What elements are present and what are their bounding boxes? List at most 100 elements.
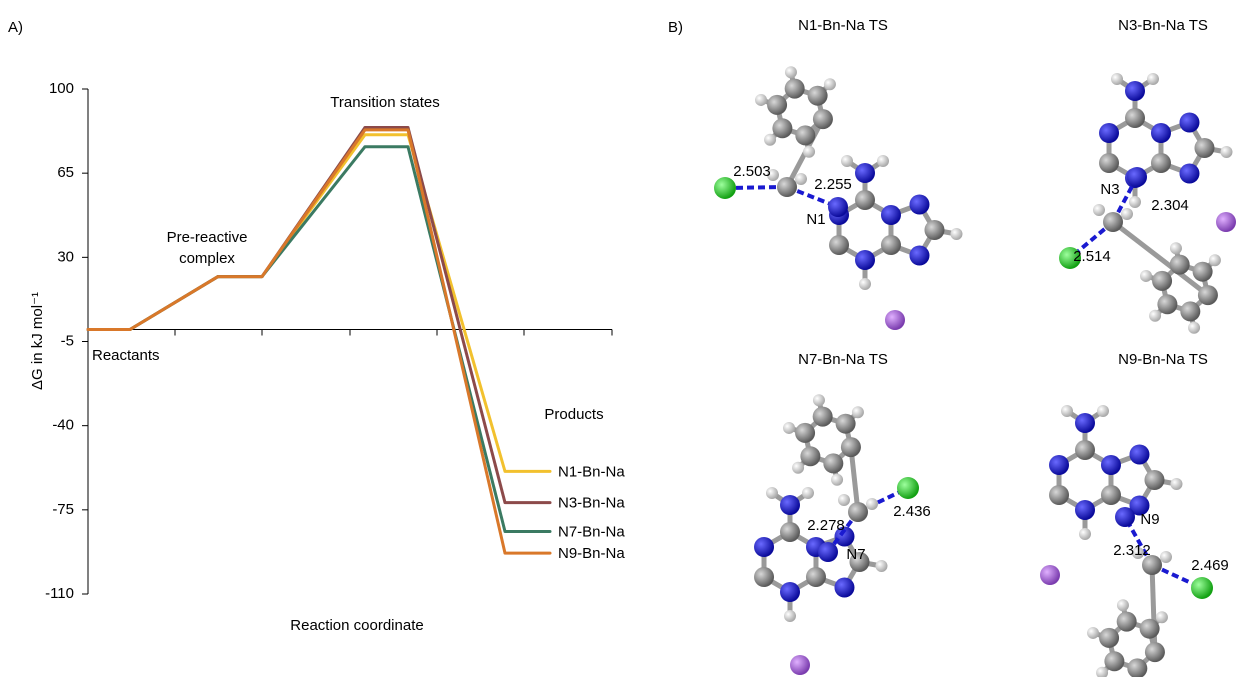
atom <box>795 125 815 145</box>
atom <box>1140 270 1152 282</box>
atom <box>823 453 843 473</box>
figure: A) B) ΔG in kJ mol⁻¹ Reaction coordinate… <box>0 0 1257 677</box>
atom <box>897 477 919 499</box>
atom <box>1152 271 1172 291</box>
distance-label: 2.255 <box>814 176 852 193</box>
atom <box>1093 204 1105 216</box>
y-tick-label: -5 <box>61 332 74 349</box>
atom <box>1099 628 1119 648</box>
atom <box>1117 612 1137 632</box>
atom <box>784 610 796 622</box>
atom <box>1111 73 1123 85</box>
atom <box>834 578 854 598</box>
level-label: Reactants <box>92 347 160 364</box>
y-axis-label: ΔG in kJ mol⁻¹ <box>29 292 46 390</box>
atom <box>792 462 804 474</box>
atom <box>1144 470 1164 490</box>
atom <box>1179 113 1199 133</box>
atom <box>803 146 815 158</box>
atom <box>838 494 850 506</box>
atom <box>766 487 778 499</box>
atom <box>875 560 887 572</box>
atom <box>841 437 861 457</box>
distance-label: 2.503 <box>733 163 771 180</box>
atom <box>1160 551 1172 563</box>
atom <box>1220 146 1232 158</box>
atom <box>909 195 929 215</box>
atom <box>755 94 767 106</box>
atom <box>795 423 815 443</box>
atom <box>924 220 944 240</box>
atom <box>909 246 929 266</box>
atom <box>1194 138 1214 158</box>
atom <box>1115 507 1135 527</box>
atom <box>855 163 875 183</box>
structures <box>714 66 1236 677</box>
atom <box>1075 413 1095 433</box>
series-label: N7-Bn-Na <box>558 523 625 540</box>
atom <box>1117 599 1129 611</box>
atom <box>1170 242 1182 254</box>
atom <box>1156 611 1168 623</box>
atom <box>1127 167 1147 187</box>
atom <box>859 278 871 290</box>
level-label: Pre-reactive complex <box>152 227 262 269</box>
atom-label: N9 <box>1140 511 1159 528</box>
x-axis-label: Reaction coordinate <box>290 617 423 634</box>
structure-title: N7-Bn-Na TS <box>798 351 888 368</box>
structure-title: N9-Bn-Na TS <box>1118 351 1208 368</box>
atom <box>1170 255 1190 275</box>
atom <box>818 542 838 562</box>
atom <box>1151 123 1171 143</box>
atom <box>1149 310 1161 322</box>
atom-label: N7 <box>846 546 865 563</box>
series-label: N1-Bn-Na <box>558 463 625 480</box>
atom <box>806 567 826 587</box>
atom <box>1129 196 1141 208</box>
atom <box>780 582 800 602</box>
atom <box>1049 485 1069 505</box>
atom <box>1079 528 1091 540</box>
distance-label: 2.312 <box>1113 542 1151 559</box>
atom <box>855 190 875 210</box>
atom <box>1179 164 1199 184</box>
atom <box>877 155 889 167</box>
atom <box>813 407 833 427</box>
atom <box>785 79 805 99</box>
atom <box>777 177 797 197</box>
atom <box>1147 73 1159 85</box>
atom <box>780 522 800 542</box>
atom <box>1101 455 1121 475</box>
atom <box>795 173 807 185</box>
atom <box>829 235 849 255</box>
atom <box>1104 651 1124 671</box>
atom <box>813 394 825 406</box>
atom <box>808 86 828 106</box>
atom <box>1209 254 1221 266</box>
atom <box>780 495 800 515</box>
atom <box>767 95 787 115</box>
panel-label: A) <box>8 19 23 36</box>
y-tick-label: 65 <box>57 164 74 181</box>
y-tick-label: -40 <box>52 417 74 434</box>
connector <box>262 130 365 277</box>
level-label: Transition states <box>330 94 440 111</box>
structure-title: N1-Bn-Na TS <box>798 17 888 34</box>
panel-label: B) <box>668 19 683 36</box>
distance-label: 2.514 <box>1073 248 1111 265</box>
atom <box>824 78 836 90</box>
atom <box>1140 619 1160 639</box>
atom <box>754 537 774 557</box>
atom <box>800 446 820 466</box>
atom <box>1151 153 1171 173</box>
atom <box>855 250 875 270</box>
distance-label: 2.469 <box>1191 557 1229 574</box>
y-tick-label: 30 <box>57 248 74 265</box>
bond <box>1152 565 1155 652</box>
atom <box>1170 478 1182 490</box>
atom <box>802 487 814 499</box>
atom <box>1198 285 1218 305</box>
atom <box>1193 262 1213 282</box>
atom <box>1125 108 1145 128</box>
distance-label: 2.278 <box>807 517 845 534</box>
